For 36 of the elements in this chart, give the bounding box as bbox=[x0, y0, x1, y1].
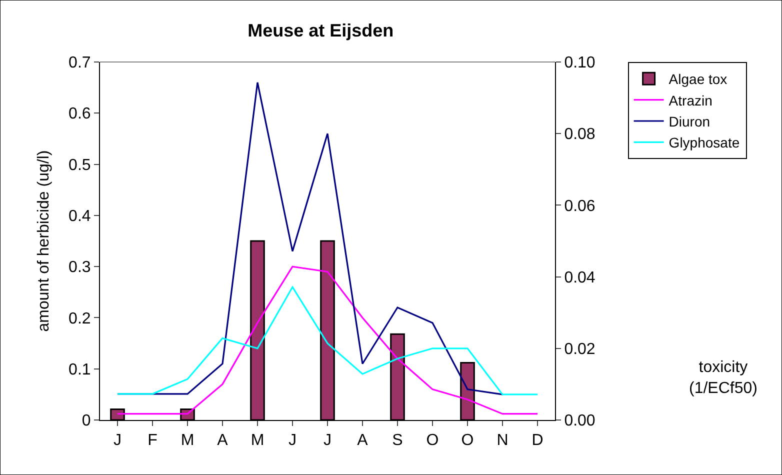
y-tick-label: 0 bbox=[82, 412, 91, 430]
line-series bbox=[116, 266, 538, 415]
y-tick-label: 0.3 bbox=[68, 259, 91, 276]
y2-tick-label: 0.02 bbox=[564, 341, 596, 358]
x-tick-label: J bbox=[288, 432, 296, 450]
legend-label: Glyphosate bbox=[668, 134, 740, 151]
y2-tick-label: 0.08 bbox=[564, 126, 596, 144]
x-tick-label: M bbox=[250, 432, 264, 450]
y-tick-label: 0.2 bbox=[68, 310, 91, 328]
x-tick-label: N bbox=[496, 432, 508, 450]
x-tick-label: F bbox=[148, 432, 158, 450]
x-tick-label: M bbox=[180, 432, 194, 450]
x-tick-label: S bbox=[392, 432, 403, 450]
y-tick-label: 0.4 bbox=[68, 208, 91, 226]
legend-label: Atrazin bbox=[668, 92, 712, 108]
y-tick-label: 0.1 bbox=[68, 361, 91, 378]
legend-label: Diuron bbox=[668, 113, 710, 130]
y-tick-label: 0.5 bbox=[68, 156, 91, 174]
x-tick-label: J bbox=[114, 432, 122, 450]
y2-tick-label: 0.00 bbox=[564, 412, 596, 430]
x-tick-label: D bbox=[532, 432, 544, 450]
y2-tick-label: 0.10 bbox=[564, 54, 596, 72]
y2-tick-label: 0.04 bbox=[564, 269, 596, 286]
y-tick-label: 0.7 bbox=[68, 54, 91, 72]
y-axis-title: amount of herbicide (ug/l) bbox=[35, 150, 52, 332]
x-tick-label: J bbox=[324, 432, 332, 450]
chart-title: Meuse at Eijsden bbox=[248, 20, 394, 40]
y-tick-label: 0.6 bbox=[68, 106, 91, 123]
legend-label: Algae tox bbox=[668, 71, 728, 88]
x-tick-label: O bbox=[461, 432, 474, 450]
line-series bbox=[116, 286, 538, 396]
y2-tick-label: 0.06 bbox=[564, 198, 596, 215]
x-tick-label: A bbox=[357, 432, 368, 450]
text: toxicity (1/ECf50) bbox=[689, 359, 758, 397]
x-tick-label: A bbox=[217, 432, 228, 450]
x-tick-label: O bbox=[426, 432, 439, 450]
